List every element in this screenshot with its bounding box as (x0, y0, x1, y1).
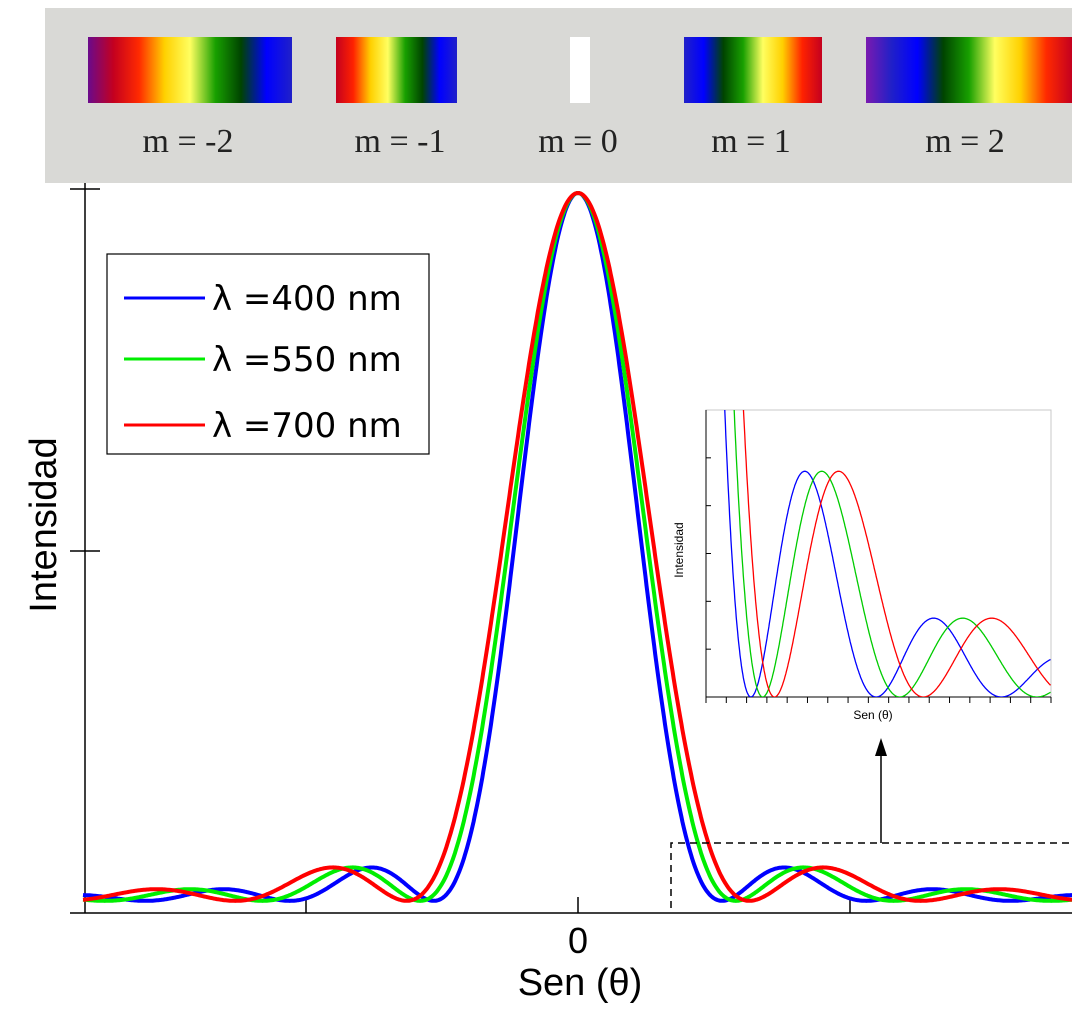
order-label-1: m = 1 (711, 123, 791, 160)
x-tick-label-1: 0 (568, 920, 588, 961)
order-label-0: m = 0 (538, 123, 618, 160)
inset-x-axis-title: Sen (θ) (853, 708, 892, 722)
main-chart: 0 Intensidad Sen (θ) λ =400 nm λ =550 nm… (23, 183, 1072, 1004)
inset-series-400nm (724, 410, 1051, 697)
order-label-minus-1: m = -1 (355, 123, 446, 160)
x-axis-title: Sen (θ) (518, 962, 643, 1004)
y-axis-title: Intensidad (23, 437, 65, 612)
legend-label-700nm: λ =700 nm (212, 406, 402, 446)
legend-label-400nm: λ =400 nm (212, 279, 402, 319)
spectrum-order-2 (866, 37, 1072, 103)
inset-series-700nm (742, 410, 1051, 697)
spectrum-order-minus-2 (88, 37, 292, 103)
legend: λ =400 nm λ =550 nm λ =700 nm (106, 253, 430, 455)
inset-ticks (705, 457, 1052, 703)
spectrum-order-minus-1 (336, 37, 457, 103)
legend-label-550nm: λ =550 nm (212, 340, 402, 380)
main-series-group (82, 191, 1072, 903)
series-700nm (82, 191, 1072, 903)
legend-box (106, 253, 430, 455)
spectra-strip: m = -2 m = -1 m = 0 m = 1 m = 2 (45, 8, 1072, 183)
inset-frame (705, 409, 1052, 698)
x-tick-labels: 0 (568, 920, 588, 961)
zoom-region-box (670, 842, 1072, 908)
inset-y-axis-title: Intensidad (672, 522, 686, 577)
order-label-2: m = 2 (925, 123, 1005, 160)
spectrum-order-1 (684, 37, 822, 103)
order-label-minus-2: m = -2 (143, 123, 234, 160)
inset-series-550nm (733, 410, 1051, 697)
inset-chart: Intensidad Sen (θ) (672, 409, 1052, 722)
spectrum-order-0 (570, 37, 590, 103)
x-ticks (305, 897, 851, 913)
inset-series-group (724, 410, 1051, 697)
zoom-arrow-head (875, 738, 887, 756)
